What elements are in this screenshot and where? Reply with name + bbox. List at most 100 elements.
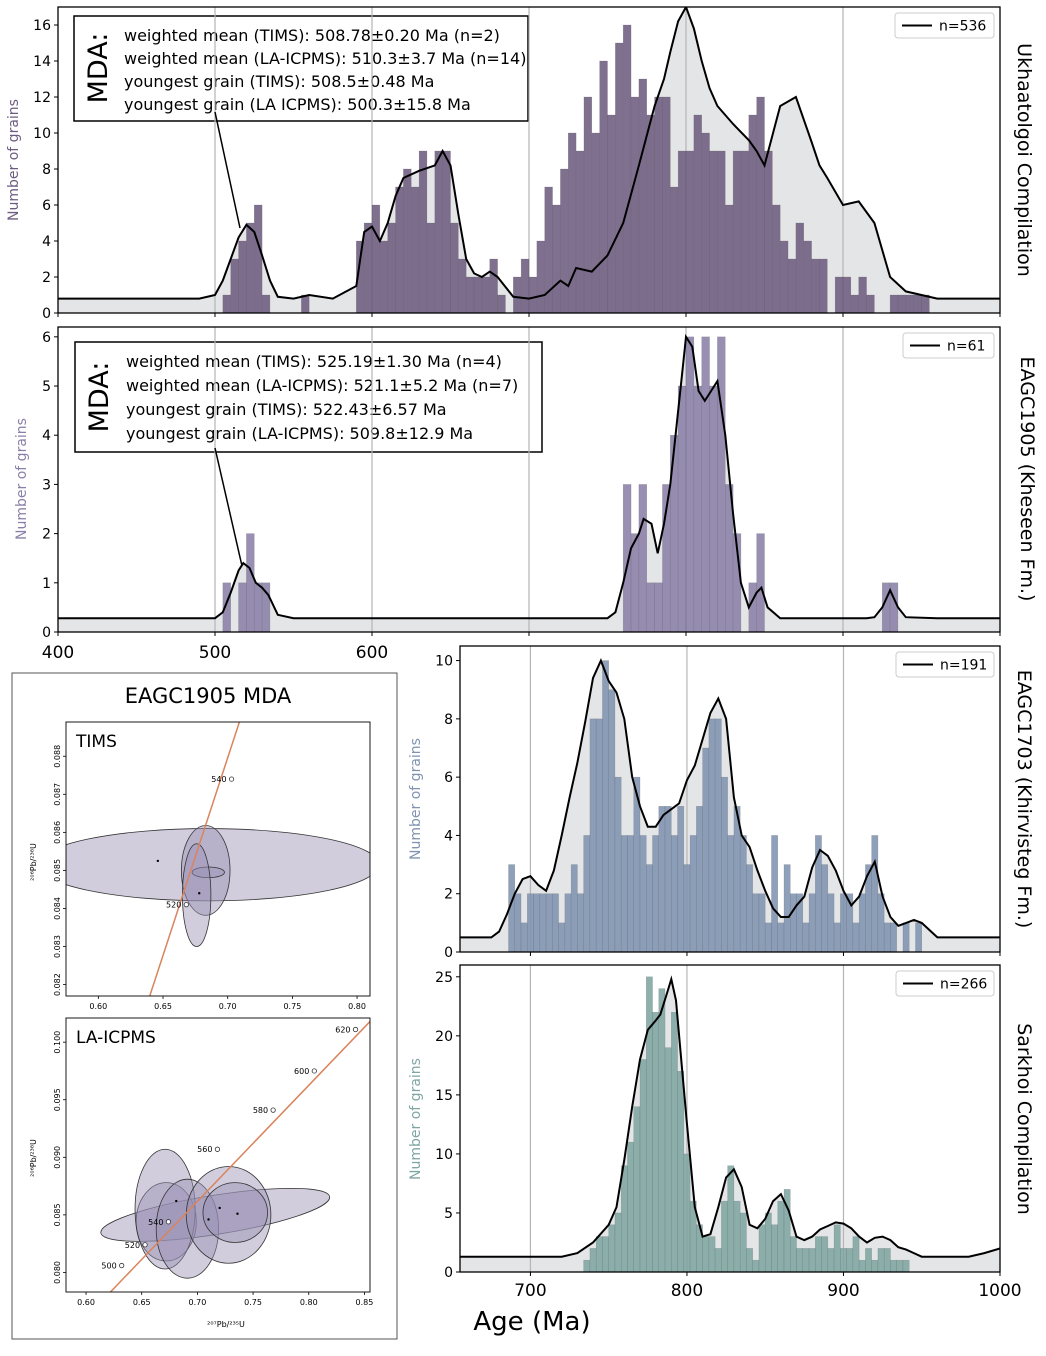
age-label: 560 <box>197 1145 212 1154</box>
histogram-bar <box>739 835 747 952</box>
x-tick-label: 1000 <box>978 1281 1021 1301</box>
error-ellipse <box>202 1182 268 1243</box>
histogram-bar <box>693 114 702 313</box>
histogram-bar <box>802 922 810 952</box>
y-tick-label: 1 <box>42 576 51 592</box>
kde-curve <box>460 975 1000 1258</box>
plot-area <box>58 7 1000 313</box>
histogram-bar <box>921 294 930 313</box>
concordia-panel: 520 540 0.60 0.65 0.70 0.75 0.80 0.082 0.083 0.08… <box>53 721 371 1011</box>
histogram-bar <box>889 294 899 313</box>
error-ellipse <box>66 828 370 902</box>
y-tick-label: 0.086 <box>53 821 62 844</box>
histogram-bar <box>630 96 640 313</box>
mda-leader-line <box>214 111 241 229</box>
x-tick-label: 0.85 <box>356 1298 374 1307</box>
x-tick-label: 0.70 <box>188 1298 206 1307</box>
ellipse-center <box>198 892 201 895</box>
histogram-bar <box>658 806 666 952</box>
y-tick-label: 25 <box>435 970 453 986</box>
histogram-bar <box>865 1248 872 1272</box>
histogram-bar <box>595 1236 603 1272</box>
legend-label: n=266 <box>940 977 987 993</box>
y-tick-label: 4 <box>444 828 453 844</box>
histogram-bar <box>608 1224 616 1272</box>
histogram-bar <box>595 718 603 952</box>
y-tick-label: 0.082 <box>53 973 62 996</box>
y-tick-label: 10 <box>435 654 453 670</box>
sample-label: Sarkhoi Compilation <box>1013 1023 1035 1215</box>
histogram-bar <box>846 1248 854 1272</box>
age-label: 520 <box>125 1241 140 1250</box>
ellipse-center <box>175 1199 178 1203</box>
histogram-bar <box>915 922 922 952</box>
y-tick-label: 0 <box>42 625 51 641</box>
histogram-bar <box>630 533 640 632</box>
y-tick-label: 0.083 <box>53 935 62 958</box>
axes-frame <box>65 721 371 997</box>
histogram-bar <box>620 835 628 952</box>
age-label: 600 <box>294 1067 309 1076</box>
age-label: 540 <box>148 1218 163 1227</box>
concordia-y-label: ²⁰⁶Pb/²³⁸U <box>29 1139 38 1177</box>
histogram-bar <box>654 96 663 313</box>
histogram-bar <box>539 893 547 952</box>
histogram-bar <box>896 1259 904 1272</box>
concordia-figure: EAGC1905 MDA TIMS LA-ICPMS ²⁰⁶Pb/²³⁸U ²⁰… <box>11 672 398 1340</box>
axes-frame <box>459 964 1001 1273</box>
histogram-bar <box>246 533 255 632</box>
histogram-bar <box>717 150 726 313</box>
histogram-bar <box>533 893 541 952</box>
age-label: 520 <box>166 901 181 910</box>
kde-curve <box>58 333 1000 620</box>
histogram-bar <box>811 258 820 313</box>
legend: n=191 <box>895 651 995 678</box>
histogram-bar <box>575 150 585 313</box>
histogram-bar <box>796 1248 804 1272</box>
ellipse-center <box>236 1212 239 1215</box>
histogram-bar <box>756 533 765 632</box>
histogram-bar <box>222 582 231 632</box>
concordia-panel-label: LA-ICPMS <box>76 1028 156 1048</box>
histogram-bar <box>850 294 859 313</box>
y-tick-label: 0.085 <box>53 1203 62 1226</box>
y-tick-label: 4 <box>42 428 51 444</box>
y-tick-label: 5 <box>444 1206 453 1222</box>
histogram-bar <box>426 222 436 313</box>
error-ellipse <box>182 843 212 947</box>
mda-line: weighted mean (TIMS): 525.19±1.30 Ma (n=… <box>126 352 502 371</box>
age-marker <box>311 1068 317 1074</box>
histogram-bar <box>758 893 766 952</box>
histogram-bar <box>371 204 381 313</box>
histogram-bar <box>714 1248 722 1272</box>
histogram-bar <box>748 114 757 313</box>
age-label: 500 <box>101 1262 116 1271</box>
histogram-bar <box>614 776 622 952</box>
y-tick-label: 0 <box>444 1265 453 1281</box>
y-tick-label: 14 <box>33 54 51 70</box>
shared-xtick-500: 500 <box>199 643 231 663</box>
histogram-bar <box>671 835 678 952</box>
age-marker <box>352 1026 359 1033</box>
histogram-bar <box>808 1248 816 1272</box>
histogram-bar <box>450 222 459 313</box>
axes-frame <box>459 645 1001 953</box>
histogram-bar <box>840 1248 847 1272</box>
histogram-bar <box>834 276 844 313</box>
kde-curve <box>58 7 1000 300</box>
histogram-bar <box>662 96 671 313</box>
histogram-bar <box>842 276 852 313</box>
histogram-bar <box>677 150 687 313</box>
histogram-bar <box>764 1212 772 1272</box>
histogram-bar <box>670 186 679 313</box>
histogram-bar <box>658 988 666 1272</box>
x-tick-label: 0.80 <box>300 1298 318 1307</box>
y-tick-label: 8 <box>42 162 51 178</box>
histogram-bar <box>727 835 735 952</box>
concordia-title: EAGC1905 MDA <box>125 684 292 708</box>
histogram-bar <box>230 258 239 313</box>
histogram-bar <box>254 204 263 313</box>
histogram-bar <box>677 385 687 632</box>
age-marker <box>142 1242 148 1248</box>
histogram-bar <box>833 1224 841 1272</box>
